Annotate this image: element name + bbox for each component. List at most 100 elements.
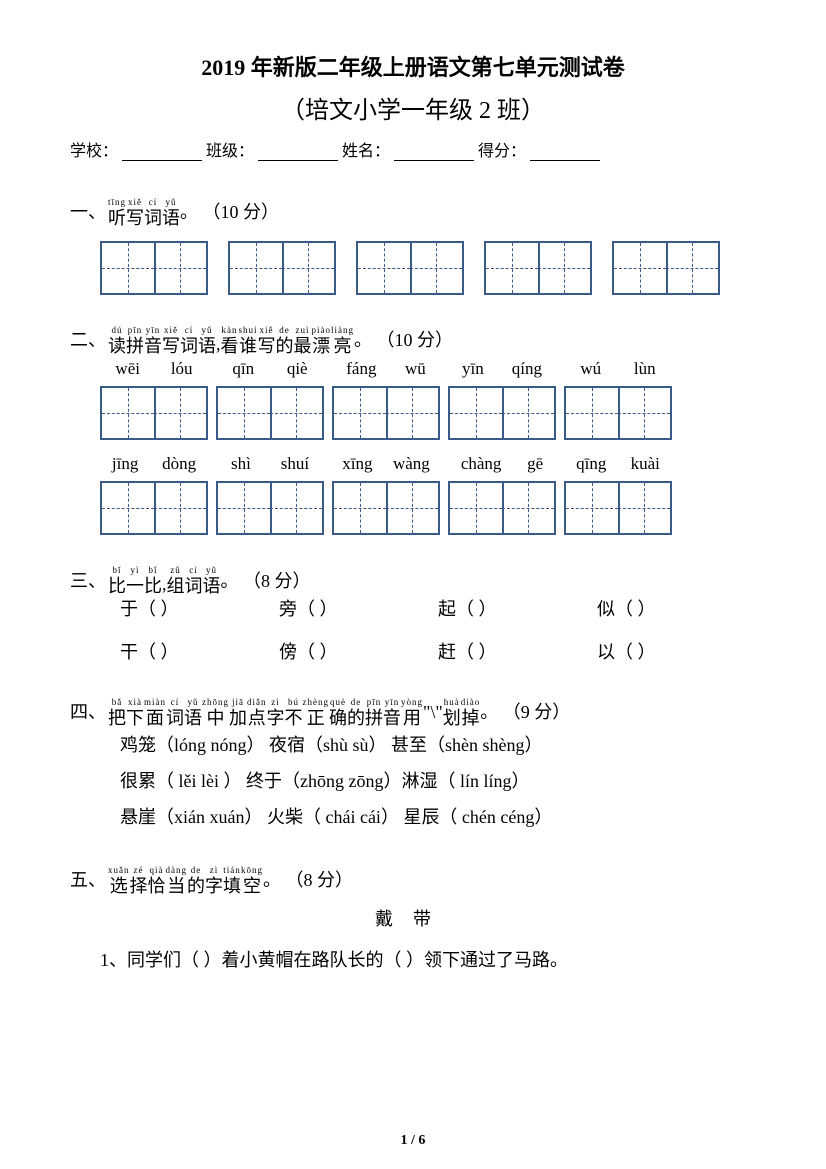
tianzi-box[interactable] bbox=[100, 241, 208, 295]
pinyin-pair: wēilóu bbox=[100, 355, 208, 382]
section-1-pts: 。 （10 分） bbox=[180, 198, 279, 227]
tianzi-box[interactable] bbox=[216, 386, 324, 440]
class-label: 班级： bbox=[206, 137, 254, 161]
ruby-char: kàn看 bbox=[221, 326, 239, 355]
ruby-char: zhèng正 bbox=[303, 698, 330, 727]
pinyin-pair: yīnqíng bbox=[448, 355, 556, 382]
ruby-char: zǔ组 bbox=[167, 566, 185, 595]
ruby-char: xià下 bbox=[126, 698, 144, 727]
q3-row-1: 于（ ）旁（ ）起（ ）似（ ） bbox=[120, 595, 756, 624]
ruby-char: de的 bbox=[347, 698, 365, 727]
pinyin-pair: wúlùn bbox=[564, 355, 672, 382]
ruby-char: bǎ把 bbox=[108, 698, 126, 727]
section-1-num: 一、 bbox=[70, 198, 106, 227]
q3-item: 旁（ ） bbox=[279, 595, 438, 624]
tianzi-box[interactable] bbox=[356, 241, 464, 295]
tianzi-box[interactable] bbox=[564, 481, 672, 535]
q3-row-2: 干（ ）傍（ ）赶（ ）以（ ） bbox=[120, 638, 756, 667]
section-4-mid: "\" bbox=[423, 698, 443, 727]
ruby-char: bǐ比 bbox=[108, 566, 126, 595]
student-info: 学校： 班级： 姓名： 得分： bbox=[70, 137, 756, 161]
name-blank[interactable] bbox=[394, 137, 474, 161]
section-1-boxes bbox=[100, 241, 756, 295]
tianzi-box[interactable] bbox=[612, 241, 720, 295]
section-3: 三、 bǐ比yì一bǐ比,zǔ组cí词yǔ语 。 （8 分） 于（ ）旁（ ）起… bbox=[70, 553, 756, 667]
pinyin-row-1: wēilóuqīnqièfángwūyīnqíngwúlùn bbox=[100, 355, 756, 382]
tianzi-box[interactable] bbox=[332, 481, 440, 535]
q3-item: 干（ ） bbox=[120, 638, 279, 667]
q5-line-1: 1、同学们（ ）着小黄帽在路队长的（ ）领下通过了马路。 bbox=[100, 944, 756, 976]
ruby-char: xiě写 bbox=[126, 198, 144, 227]
section-2-boxes-1 bbox=[100, 386, 756, 440]
q4-line-1: 鸡笼（lóng nóng） 夜宿（shù sù） 甚至（shèn shèng） bbox=[120, 727, 756, 763]
tianzi-box[interactable] bbox=[100, 386, 208, 440]
ruby-char: zì字 bbox=[205, 866, 223, 895]
q3-item: 起（ ） bbox=[438, 595, 597, 624]
tianzi-box[interactable] bbox=[448, 386, 556, 440]
ruby-char: bǐ比 bbox=[144, 566, 162, 595]
section-1-head: 一、 tīng听xiě写cí词yǔ语 。 （10 分） bbox=[70, 185, 756, 227]
section-1: 一、 tīng听xiě写cí词yǔ语 。 （10 分） bbox=[70, 185, 756, 295]
ruby-char: shuí谁 bbox=[239, 326, 258, 355]
ruby-char: de的 bbox=[276, 326, 294, 355]
ruby-char: liàng亮 bbox=[331, 326, 354, 355]
school-blank[interactable] bbox=[122, 137, 202, 161]
section-4-pts: 。 （9 分） bbox=[480, 698, 570, 727]
ruby-char: yīn音 bbox=[144, 326, 162, 355]
score-label: 得分： bbox=[478, 137, 526, 161]
tianzi-box[interactable] bbox=[564, 386, 672, 440]
tianzi-box[interactable] bbox=[228, 241, 336, 295]
ruby-char: zuì最 bbox=[294, 326, 312, 355]
section-2-num: 二、 bbox=[70, 326, 106, 355]
ruby-char: pīn拼 bbox=[126, 326, 144, 355]
section-4: 四、 bǎ把xià下miàn面cí词yǔ语zhōng中jiā加diǎn点zì字b… bbox=[70, 685, 756, 835]
ruby-char: huà划 bbox=[443, 698, 461, 727]
section-2: 二、 dú读pīn拼yīn音xiě写cí词yǔ语,kàn看shuí谁xiě写de… bbox=[70, 313, 756, 535]
ruby-char: jiā加 bbox=[229, 698, 247, 727]
ruby-char: zhōng中 bbox=[202, 698, 229, 727]
pinyin-pair: shìshuí bbox=[216, 450, 324, 477]
section-4-num: 四、 bbox=[70, 698, 106, 727]
tianzi-box[interactable] bbox=[484, 241, 592, 295]
name-label: 姓名： bbox=[342, 137, 390, 161]
ruby-char: de的 bbox=[187, 866, 205, 895]
ruby-char: tīng听 bbox=[108, 198, 126, 227]
ruby-char: cí词 bbox=[166, 698, 184, 727]
tianzi-box[interactable] bbox=[332, 386, 440, 440]
pinyin-row-2: jīngdòngshìshuíxīngwàngchànggēqīngkuài bbox=[100, 450, 756, 477]
pinyin-pair: fángwū bbox=[332, 355, 440, 382]
page-number: 1 / 6 bbox=[0, 1133, 826, 1149]
q3-item: 赶（ ） bbox=[438, 638, 597, 667]
section-3-head: 三、 bǐ比yì一bǐ比,zǔ组cí词yǔ语 。 （8 分） bbox=[70, 553, 756, 595]
ruby-char: bú不 bbox=[285, 698, 303, 727]
ruby-char: tián填 bbox=[223, 866, 241, 895]
q3-item: 傍（ ） bbox=[279, 638, 438, 667]
ruby-char: kōng空 bbox=[241, 866, 263, 895]
q3-item: 以（ ） bbox=[597, 638, 756, 667]
ruby-char: yīn音 bbox=[383, 698, 401, 727]
q3-item: 于（ ） bbox=[120, 595, 279, 624]
tianzi-box[interactable] bbox=[216, 481, 324, 535]
ruby-char: yǔ语 bbox=[162, 198, 180, 227]
tianzi-box[interactable] bbox=[448, 481, 556, 535]
ruby-char: yòng用 bbox=[401, 698, 423, 727]
ruby-char: xuǎn选 bbox=[108, 866, 130, 895]
q3-item: 似（ ） bbox=[597, 595, 756, 624]
section-2-head: 二、 dú读pīn拼yīn音xiě写cí词yǔ语,kàn看shuí谁xiě写de… bbox=[70, 313, 756, 355]
ruby-char: qià恰 bbox=[148, 866, 166, 895]
tianzi-box[interactable] bbox=[100, 481, 208, 535]
section-2-pts: 。 （10 分） bbox=[354, 326, 453, 355]
ruby-char: miàn面 bbox=[144, 698, 166, 727]
q5-choices: 戴带 bbox=[70, 905, 756, 934]
score-blank[interactable] bbox=[530, 137, 600, 161]
main-title: 2019 年新版二年级上册语文第七单元测试卷 bbox=[70, 50, 756, 82]
ruby-char: dàng当 bbox=[166, 866, 188, 895]
class-blank[interactable] bbox=[258, 137, 338, 161]
ruby-char: xiě写 bbox=[258, 326, 276, 355]
ruby-char: yì一 bbox=[126, 566, 144, 595]
section-5-head: 五、 xuǎn选zé择qià恰dàng当de的zì字tián填kōng空 。 （… bbox=[70, 853, 756, 895]
section-4-head: 四、 bǎ把xià下miàn面cí词yǔ语zhōng中jiā加diǎn点zì字b… bbox=[70, 685, 756, 727]
ruby-char: yǔ语 bbox=[198, 326, 216, 355]
school-label: 学校： bbox=[70, 137, 118, 161]
pinyin-pair: chànggē bbox=[448, 450, 556, 477]
